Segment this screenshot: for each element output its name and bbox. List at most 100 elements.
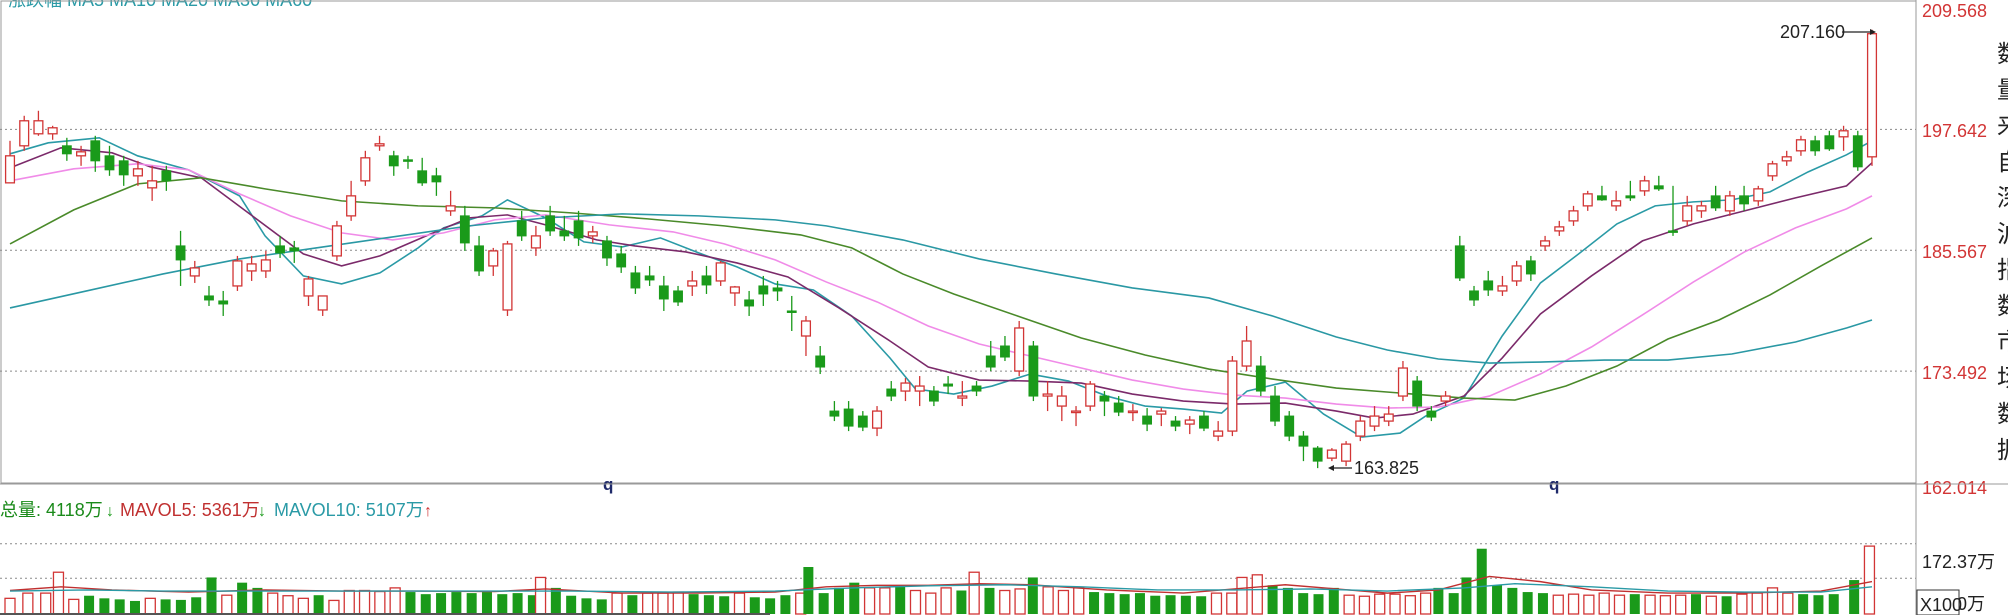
candle [1739, 185, 1749, 211]
candle-body [431, 175, 442, 183]
volume-bar [1313, 594, 1324, 614]
candle-body [4, 155, 16, 184]
candle-body [1284, 415, 1295, 437]
volume-bar [1629, 594, 1640, 614]
total-volume-down-arrow-icon: ↓ [106, 503, 114, 520]
candlestick-series [4, 29, 1878, 469]
candle-body [530, 235, 541, 249]
candle [1085, 381, 1096, 412]
candle [474, 235, 484, 276]
volume-bar [863, 587, 876, 615]
candle-body [1241, 340, 1252, 367]
candle-body [1568, 210, 1579, 222]
volume-bar [703, 595, 714, 614]
volume-bar [657, 592, 669, 615]
candle-body [246, 263, 257, 272]
candle [1397, 361, 1409, 402]
candle [445, 190, 456, 216]
candle-body [374, 143, 385, 147]
candle [360, 150, 371, 186]
candle-body [1312, 447, 1323, 462]
candle-body [1611, 200, 1622, 207]
candle [417, 157, 428, 186]
side-caption-char: 来 [1997, 112, 2008, 140]
candle-body [1525, 260, 1536, 275]
volume-bar [1073, 587, 1085, 615]
volume-bar [84, 595, 95, 614]
candle-body [1213, 430, 1224, 437]
low-annotation: 163.825 [1328, 458, 1419, 478]
candle [1824, 130, 1835, 151]
volume-tick-172: 172.37万 [1922, 552, 1995, 572]
volume-bar [534, 576, 547, 615]
candle-body [1682, 205, 1693, 222]
candle-body [118, 160, 129, 176]
candle [403, 155, 413, 169]
candle [1127, 404, 1138, 422]
volume-bar [1613, 594, 1626, 615]
candle [687, 270, 698, 296]
candle-body [204, 295, 214, 301]
candle-body [744, 299, 755, 307]
volume-bar [420, 594, 431, 614]
candle [744, 290, 755, 316]
price-tick-162: 162.014 [1922, 478, 1987, 498]
volume-bar [22, 592, 34, 615]
candle-body [1369, 415, 1380, 427]
candle-body [1597, 195, 1607, 201]
side-vertical-caption: 数量来自深沪指数市场数据 [1997, 40, 2008, 464]
candle [275, 235, 285, 258]
candle-body [1142, 415, 1153, 425]
volume-bar [1782, 592, 1794, 615]
candle [1312, 446, 1323, 469]
candle [1753, 185, 1764, 206]
volume-bar [1180, 595, 1191, 614]
candle-body [616, 253, 627, 268]
candle [1781, 150, 1792, 166]
volume-gridlines [0, 543, 1916, 579]
volume-bar [1027, 577, 1038, 614]
volume-bar [1507, 587, 1518, 614]
candle [1611, 190, 1622, 211]
volume-bar [1849, 580, 1860, 614]
volume-bar [114, 599, 125, 614]
volume-bar [1014, 588, 1026, 615]
candle-body [1639, 180, 1650, 192]
candle [232, 255, 243, 291]
candle [587, 225, 598, 243]
volume-bar [221, 594, 233, 615]
candle-body [1497, 285, 1508, 292]
volume-bar [1226, 592, 1238, 615]
volume-bar [343, 589, 355, 615]
volume-bar [466, 593, 477, 614]
candle-body [1668, 230, 1678, 233]
candle [871, 406, 883, 437]
candle-body [1540, 240, 1551, 247]
candle-body [1227, 360, 1238, 432]
volume-bar [1057, 589, 1070, 615]
volume-bar [956, 590, 967, 614]
side-caption-char: 数 [1997, 40, 2008, 68]
volume-bar [237, 582, 248, 614]
volume-bar [1522, 592, 1533, 614]
candle [1554, 220, 1565, 236]
candle-body [1625, 195, 1636, 199]
candle [1213, 421, 1224, 442]
candle-body [161, 170, 172, 182]
candle-body [47, 127, 58, 135]
candle [1298, 431, 1309, 462]
candle [1142, 408, 1153, 432]
price-tick-209: 209.568 [1922, 1, 1987, 21]
candle-body [1255, 365, 1266, 392]
candle [758, 275, 769, 306]
ma-line-1 [9, 136, 1873, 438]
volume-bar [1751, 592, 1763, 615]
volume-bar [765, 598, 776, 614]
ma-legend-text: 涨跌幅 MA5 MA10 MA20 MA30 MA60 [8, 0, 312, 10]
candle [1113, 396, 1124, 417]
volume-bar [374, 590, 386, 615]
candle [161, 165, 172, 191]
side-caption-char: 市 [1997, 328, 2008, 356]
candle-body [729, 286, 740, 294]
high-arrow-icon [1870, 29, 1876, 35]
